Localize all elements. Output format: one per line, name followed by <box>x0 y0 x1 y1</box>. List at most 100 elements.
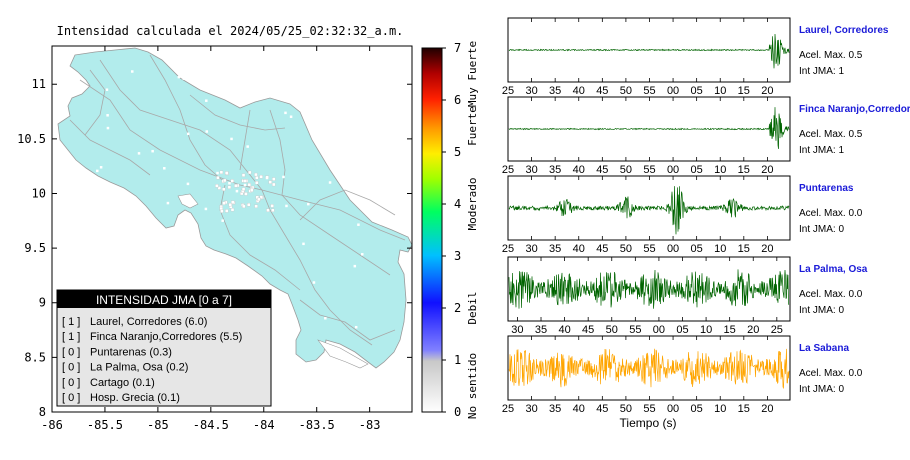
trace-tick-label: 20 <box>761 85 773 97</box>
waveform-panel: 25 30 35 40 45 50 55 00 05 10 15 20 La Sabana Acel. M… <box>502 335 863 415</box>
trace-tick-label: 10 <box>700 324 712 336</box>
waveform-trace <box>508 186 790 235</box>
trace-tick-label: 20 <box>761 403 773 415</box>
station-acel-max: Acel. Max. 0.0 <box>799 208 863 219</box>
map-y-tick-label: 9.5 <box>24 241 46 255</box>
trace-tick-label: 10 <box>714 164 726 176</box>
trace-tick-label: 55 <box>643 403 655 415</box>
map-x-tick-label: -85 <box>147 418 169 432</box>
legend-item-label: Cartago (0.1) <box>90 377 155 389</box>
colorbar-band-label: Moderado <box>466 178 479 231</box>
trace-tick-label: 10 <box>714 85 726 97</box>
trace-tick-label: 50 <box>620 85 632 97</box>
trace-tick-label: 10 <box>714 403 726 415</box>
trace-tick-label: 20 <box>761 164 773 176</box>
colorbar-tick-label: 3 <box>454 249 461 263</box>
trace-tick-label: 55 <box>629 324 641 336</box>
map-x-tick-label: -83.5 <box>299 418 335 432</box>
trace-tick-label: 40 <box>573 403 585 415</box>
waveform-panels: 25 30 35 40 45 50 55 00 05 10 15 20 Laurel, Corredor… <box>502 17 910 415</box>
map-y-tick-label: 9 <box>39 296 46 310</box>
trace-tick-label: 10 <box>714 243 726 255</box>
trace-tick-label: 00 <box>653 324 665 336</box>
colorbar-band-label: Muy Fuerte <box>466 41 479 107</box>
trace-tick-label: 40 <box>573 243 585 255</box>
legend-item-level: [ 0 ] <box>62 346 80 358</box>
waveform-panel: 25 30 35 40 45 50 55 00 05 10 15 20 Finca Naranjo,Co… <box>502 96 910 176</box>
trace-tick-label: 35 <box>549 243 561 255</box>
legend-item-label: Laurel, Corredores (6.0) <box>90 316 207 328</box>
legend-item-label: La Palma, Osa (0.2) <box>90 362 188 374</box>
trace-tick-label: 50 <box>606 324 618 336</box>
legend-item-level: [ 0 ] <box>62 377 80 389</box>
colorbar-tick-label: 2 <box>454 301 461 315</box>
trace-tick-label: 05 <box>691 164 703 176</box>
station-int-jma: Int JMA: 1 <box>799 66 844 77</box>
station-int-jma: Int JMA: 0 <box>799 305 844 316</box>
trace-tick-label: 15 <box>738 85 750 97</box>
trace-tick-label: 25 <box>771 324 783 336</box>
trace-tick-label: 35 <box>549 164 561 176</box>
station-acel-max: Acel. Max. 0.0 <box>799 368 863 379</box>
trace-tick-label: 30 <box>511 324 523 336</box>
legend-item-level: [ 1 ] <box>62 316 80 328</box>
trace-tick-label: 00 <box>667 403 679 415</box>
map-y-tick-label: 8 <box>39 405 46 419</box>
golfo-dulce <box>317 339 369 369</box>
trace-tick-label: 45 <box>596 403 608 415</box>
map-y-tick-label: 8.5 <box>24 350 46 364</box>
station-acel-max: Acel. Max. 0.0 <box>799 289 863 300</box>
trace-tick-label: 35 <box>549 403 561 415</box>
legend-item-label: Puntarenas (0.3) <box>90 346 172 358</box>
trace-tick-label: 30 <box>525 403 537 415</box>
trace-tick-label: 45 <box>596 85 608 97</box>
legend-item-level: [ 1 ] <box>62 331 80 343</box>
station-name: Laurel, Corredores <box>799 25 889 36</box>
trace-tick-label: 15 <box>738 164 750 176</box>
trace-tick-label: 15 <box>738 243 750 255</box>
trace-tick-label: 00 <box>667 85 679 97</box>
trace-tick-label: 25 <box>502 164 514 176</box>
trace-tick-label: 25 <box>502 403 514 415</box>
waveform-trace <box>508 269 790 309</box>
map-y-tick-label: 10 <box>32 186 46 200</box>
station-acel-max: Acel. Max. 0.5 <box>799 50 863 61</box>
time-axis-label: Tiempo (s) <box>620 416 677 430</box>
trace-tick-label: 40 <box>558 324 570 336</box>
gulf-of-nicoya <box>177 193 199 209</box>
waveform-panel: 25 30 35 40 45 50 55 00 05 10 15 20 Laurel, Corredor… <box>502 17 889 97</box>
colorbar-band-label: Debil <box>466 291 479 324</box>
map-y-axis: 8 8.5 9 9.5 10 10.5 11 <box>17 77 412 419</box>
trace-tick-label: 40 <box>573 85 585 97</box>
waveform-panel: 30 35 40 45 50 55 00 05 10 15 20 25 La Palma, Osa Ace… <box>507 256 868 336</box>
trace-tick-label: 45 <box>596 243 608 255</box>
station-name: Finca Naranjo,Corredores <box>799 104 910 115</box>
trace-tick-label: 45 <box>582 324 594 336</box>
trace-tick-label: 05 <box>676 324 688 336</box>
station-int-jma: Int JMA: 0 <box>799 384 844 395</box>
trace-tick-label: 50 <box>620 403 632 415</box>
station-int-jma: Int JMA: 1 <box>799 145 844 156</box>
trace-tick-label: 05 <box>691 85 703 97</box>
costa-rica-land <box>57 47 413 369</box>
legend-title: INTENSIDAD JMA [0 a 7] <box>96 293 232 307</box>
map-x-tick-label: -86 <box>41 418 63 432</box>
intensity-legend: INTENSIDAD JMA [0 a 7] [ 1 ] Laurel, Corr… <box>56 289 272 407</box>
trace-tick-label: 30 <box>525 85 537 97</box>
trace-tick-label: 35 <box>549 85 561 97</box>
trace-tick-label: 00 <box>667 164 679 176</box>
station-acel-max: Acel. Max. 0.5 <box>799 129 863 140</box>
trace-tick-label: 15 <box>738 403 750 415</box>
colorbar-tick-label: 1 <box>454 353 461 367</box>
trace-tick-label: 25 <box>502 243 514 255</box>
colorbar-tick-label: 6 <box>454 93 461 107</box>
colorbar-tick-label: 4 <box>454 197 461 211</box>
trace-tick-label: 50 <box>620 243 632 255</box>
trace-tick-label: 50 <box>620 164 632 176</box>
map-x-tick-label: -83 <box>359 418 381 432</box>
trace-tick-label: 35 <box>535 324 547 336</box>
trace-tick-label: 45 <box>596 164 608 176</box>
station-int-jma: Int JMA: 0 <box>799 224 844 235</box>
map-title: Intensidad calculada el 2024/05/25_02:32… <box>57 24 404 38</box>
trace-tick-label: 40 <box>573 164 585 176</box>
